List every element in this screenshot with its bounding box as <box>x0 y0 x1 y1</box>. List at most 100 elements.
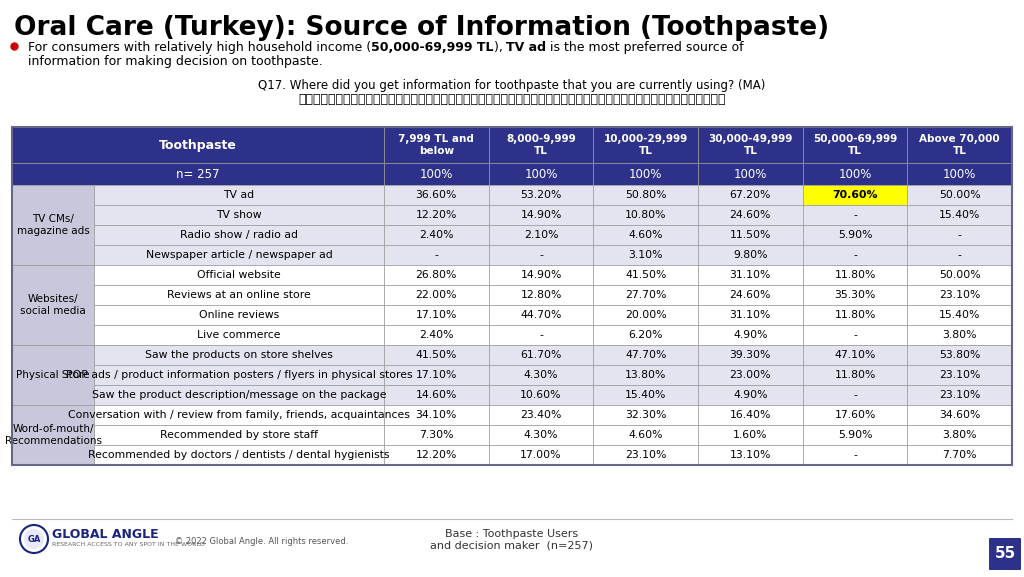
Text: 10.80%: 10.80% <box>625 210 667 220</box>
Text: Radio show / radio ad: Radio show / radio ad <box>180 230 298 240</box>
Bar <box>384 305 488 325</box>
Text: -: - <box>853 450 857 460</box>
Text: 34.10%: 34.10% <box>416 410 457 420</box>
Text: 11.80%: 11.80% <box>835 270 876 280</box>
Bar <box>384 285 488 305</box>
Text: Toothpaste: Toothpaste <box>159 138 237 152</box>
Text: 30,000-49,999
TL: 30,000-49,999 TL <box>709 134 793 156</box>
Text: 12.80%: 12.80% <box>520 290 562 300</box>
Text: 12.20%: 12.20% <box>416 450 457 460</box>
Text: For consumers with relatively high household income (: For consumers with relatively high house… <box>28 41 371 54</box>
Bar <box>384 425 488 445</box>
Bar <box>384 265 488 285</box>
Bar <box>384 127 488 163</box>
Text: © 2022 Global Angle. All rights reserved.: © 2022 Global Angle. All rights reserved… <box>175 537 348 545</box>
Text: ),: ), <box>494 41 507 54</box>
Text: Newspaper article / newspaper ad: Newspaper article / newspaper ad <box>145 250 333 260</box>
Text: 50,000-69,999 TL: 50,000-69,999 TL <box>371 41 494 54</box>
Text: -: - <box>539 330 543 340</box>
Bar <box>488 345 593 365</box>
Text: -: - <box>539 250 543 260</box>
Text: 5.90%: 5.90% <box>838 430 872 440</box>
Text: 現在主にお使いの『現主使用銅柄』を購入するにあたって、商品情報を調べたなど参考にしたメディア・情報源はどれですか。: 現在主にお使いの『現主使用銅柄』を購入するにあたって、商品情報を調べたなど参考に… <box>298 93 726 106</box>
Text: 32.30%: 32.30% <box>625 410 667 420</box>
Bar <box>593 365 698 385</box>
Text: Official website: Official website <box>198 270 281 280</box>
Text: 100%: 100% <box>943 167 976 181</box>
Text: 4.90%: 4.90% <box>733 390 768 400</box>
Text: Websites/
social media: Websites/ social media <box>20 294 86 316</box>
Text: Saw the products on store shelves: Saw the products on store shelves <box>145 350 333 360</box>
Text: 7,999 TL and
below: 7,999 TL and below <box>398 134 474 156</box>
Text: TV show: TV show <box>216 210 262 220</box>
Text: Physical Store: Physical Store <box>16 370 90 380</box>
Bar <box>698 345 803 365</box>
Text: Base : Toothpaste Users: Base : Toothpaste Users <box>445 529 579 539</box>
Bar <box>593 285 698 305</box>
Text: 22.00%: 22.00% <box>416 290 457 300</box>
Bar <box>907 205 1012 225</box>
Bar <box>907 325 1012 345</box>
Text: Word-of-mouth/
Recommendations: Word-of-mouth/ Recommendations <box>4 424 101 446</box>
Text: 13.10%: 13.10% <box>730 450 771 460</box>
Text: is the most preferred source of: is the most preferred source of <box>547 41 744 54</box>
Text: 2.10%: 2.10% <box>523 230 558 240</box>
Text: 7.70%: 7.70% <box>942 450 977 460</box>
Bar <box>12 127 384 163</box>
Bar <box>803 285 907 305</box>
Text: 3.10%: 3.10% <box>629 250 663 260</box>
Bar <box>593 265 698 285</box>
Text: 11.80%: 11.80% <box>835 370 876 380</box>
Bar <box>907 225 1012 245</box>
Text: 50.00%: 50.00% <box>939 190 980 200</box>
Text: Recommended by store staff: Recommended by store staff <box>160 430 318 440</box>
Bar <box>803 265 907 285</box>
Text: 53.80%: 53.80% <box>939 350 980 360</box>
Text: n= 257: n= 257 <box>176 167 220 181</box>
Text: 4.30%: 4.30% <box>523 370 558 380</box>
Text: GA: GA <box>28 534 41 544</box>
Bar <box>94 445 384 465</box>
Text: -: - <box>434 250 438 260</box>
Bar <box>488 305 593 325</box>
Text: 13.80%: 13.80% <box>625 370 667 380</box>
Bar <box>593 445 698 465</box>
Bar <box>488 425 593 445</box>
Bar <box>488 127 593 163</box>
Text: 26.80%: 26.80% <box>416 270 457 280</box>
Text: 23.00%: 23.00% <box>729 370 771 380</box>
Text: 47.70%: 47.70% <box>625 350 667 360</box>
Text: 17.10%: 17.10% <box>416 370 457 380</box>
Bar <box>907 265 1012 285</box>
Text: -: - <box>957 230 962 240</box>
Text: 55: 55 <box>994 546 1016 561</box>
Text: 23.10%: 23.10% <box>939 370 980 380</box>
Bar <box>803 445 907 465</box>
Bar <box>593 245 698 265</box>
Bar <box>907 285 1012 305</box>
Text: 100%: 100% <box>733 167 767 181</box>
Text: 23.10%: 23.10% <box>625 450 667 460</box>
Bar <box>907 163 1012 185</box>
Text: 35.30%: 35.30% <box>835 290 876 300</box>
Text: Online reviews: Online reviews <box>199 310 280 320</box>
Text: -: - <box>853 330 857 340</box>
Bar <box>698 205 803 225</box>
Text: 50,000-69,999
TL: 50,000-69,999 TL <box>813 134 897 156</box>
Bar <box>698 405 803 425</box>
Bar <box>803 345 907 365</box>
Bar <box>12 127 1012 465</box>
Bar <box>488 225 593 245</box>
Bar <box>698 163 803 185</box>
Bar <box>698 425 803 445</box>
FancyBboxPatch shape <box>989 538 1021 570</box>
Bar <box>698 365 803 385</box>
Bar <box>907 425 1012 445</box>
Text: 11.50%: 11.50% <box>730 230 771 240</box>
Bar <box>384 325 488 345</box>
Text: 70.60%: 70.60% <box>833 190 878 200</box>
Text: Above 70,000
TL: Above 70,000 TL <box>920 134 1000 156</box>
Text: -: - <box>957 250 962 260</box>
Text: 15.40%: 15.40% <box>939 310 980 320</box>
Bar <box>94 425 384 445</box>
